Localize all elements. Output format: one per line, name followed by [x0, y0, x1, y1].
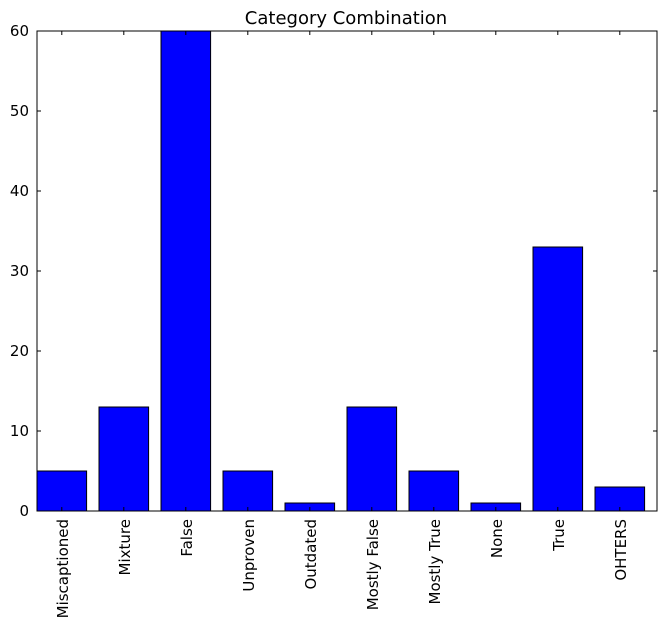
- bars: [36, 30, 646, 512]
- x-tick-label: True: [550, 519, 568, 552]
- x-tick-label: False: [178, 519, 196, 557]
- x-tick-label: Outdated: [302, 519, 320, 590]
- y-tick-label: 40: [10, 182, 29, 200]
- x-tick-label: Mostly False: [364, 519, 382, 610]
- bar-0: [36, 470, 88, 512]
- bar-1: [98, 406, 150, 512]
- bar-8: [532, 246, 584, 512]
- y-axis: 0 10 20 30 40 50 60: [10, 22, 657, 520]
- x-tick-label: Mostly True: [426, 519, 444, 605]
- y-tick-label: 0: [19, 502, 29, 520]
- y-tick-label: 30: [10, 262, 29, 280]
- y-tick-label: 10: [10, 422, 29, 440]
- bar-6: [408, 470, 460, 512]
- bar-2: [160, 30, 212, 512]
- bar-3: [222, 470, 274, 512]
- x-tick-label: Unproven: [240, 519, 258, 592]
- chart-title: Category Combination: [245, 8, 447, 29]
- x-tick-label: OHTERS: [612, 519, 630, 581]
- bar-5: [346, 406, 398, 512]
- x-tick-label: None: [488, 519, 506, 558]
- x-tick-label: Miscaptioned: [54, 519, 72, 618]
- x-tick-label: Mixture: [116, 519, 134, 575]
- x-axis: Miscaptioned Mixture False Unproven Outdated…: [54, 31, 630, 618]
- y-tick-label: 50: [10, 102, 29, 120]
- y-tick-label: 20: [10, 342, 29, 360]
- y-tick-label: 60: [10, 22, 29, 40]
- plot-frame: [36, 30, 658, 512]
